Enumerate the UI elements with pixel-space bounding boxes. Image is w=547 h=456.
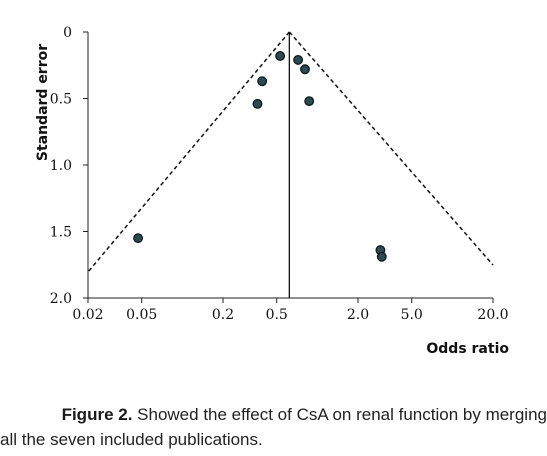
study-point (257, 76, 268, 87)
y-tick-label: 0 (63, 25, 72, 41)
study-point (300, 64, 310, 75)
funnel-right-boundary (288, 31, 494, 266)
caption-text-line1: Showed the effect of CsA on renal functi… (132, 405, 547, 424)
y-axis-title: Standard error (35, 44, 51, 161)
x-tick-label: 0.05 (126, 307, 157, 323)
study-point (293, 54, 304, 65)
funnel-left-boundary (87, 31, 290, 273)
x-axis-title: Odds ratio (426, 341, 509, 357)
y-tick-label: 2.0 (50, 291, 72, 307)
x-tick-label: 0.02 (72, 307, 103, 323)
y-tick-label: 1.0 (50, 158, 72, 174)
study-point (133, 233, 144, 244)
x-tick-label: 5.0 (401, 307, 423, 323)
x-tick-label: 20.0 (477, 307, 508, 323)
figure-caption: Figure 2. Showed the effect of CsA on re… (0, 402, 547, 452)
y-tick-label: 0.5 (50, 92, 72, 108)
study-point (304, 96, 315, 107)
study-point (376, 251, 387, 262)
funnel-plot: 0.02 0.05 0.2 0.5 2.0 5.0 20.0 0 0.5 1.0 1.5 2.0 Odd… (35, 25, 509, 357)
x-tick-label: 0.5 (266, 307, 288, 323)
study-point (275, 50, 286, 61)
y-tick-label: 1.5 (50, 225, 72, 241)
x-tick-label: 0.2 (212, 307, 234, 323)
caption-label: Figure 2. (61, 405, 133, 424)
study-point (252, 98, 263, 109)
x-tick-label: 2.0 (347, 307, 369, 323)
caption-text-line2: all the seven included publications. (0, 430, 263, 449)
